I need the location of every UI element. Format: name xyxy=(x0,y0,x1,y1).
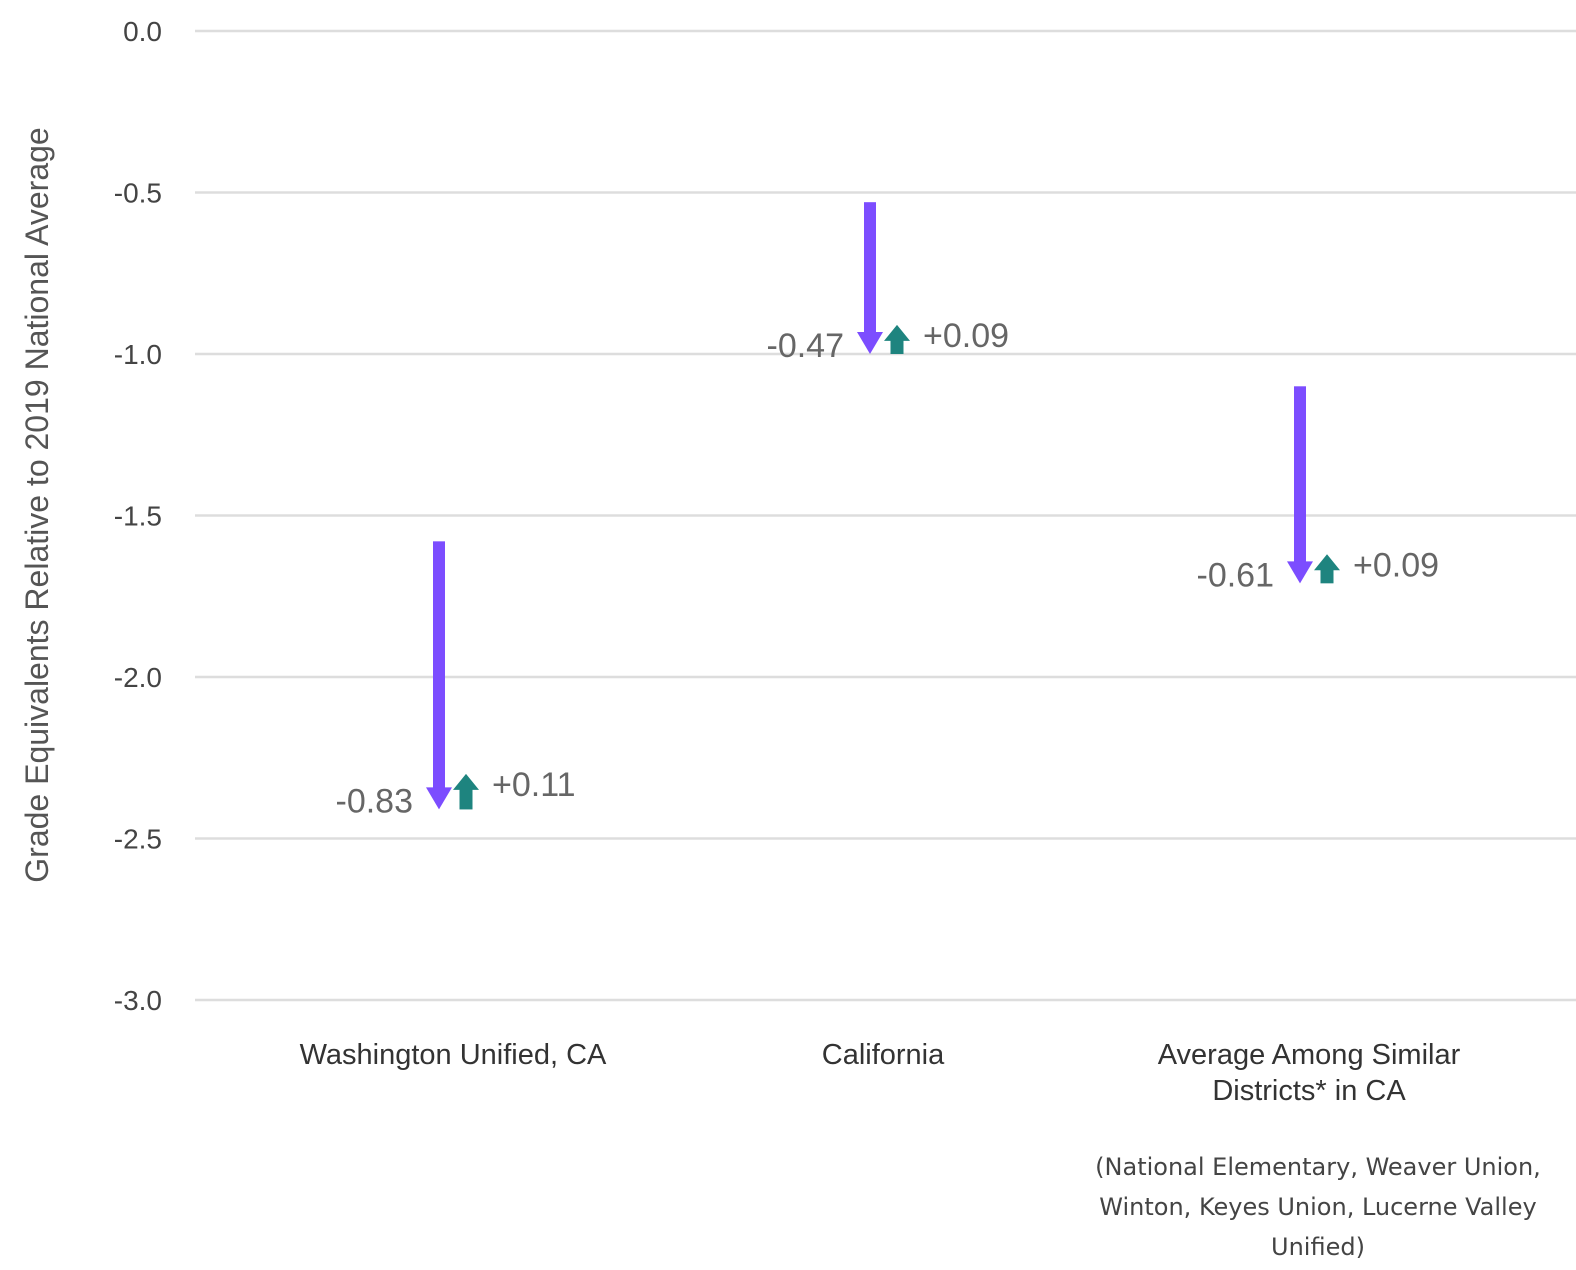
category-note: Unified) xyxy=(1271,1233,1365,1261)
recovery-value-label: +0.09 xyxy=(1353,546,1439,584)
category-label: California xyxy=(822,1039,945,1071)
recovery-arrow-shaft xyxy=(459,788,473,810)
recovery-arrow-shaft xyxy=(890,339,904,354)
y-axis-ticks: 0.0 -0.5 -1.0 -1.5 -2.0 -2.5 -3.0 xyxy=(114,16,162,1016)
y-axis-title: Grade Equivalents Relative to 2019 Natio… xyxy=(19,127,55,882)
y-tick-label: -2.5 xyxy=(114,824,162,855)
y-tick-label: -3.0 xyxy=(114,985,162,1016)
recovery-value-label: +0.11 xyxy=(492,766,576,804)
y-tick-label: -1.5 xyxy=(114,501,162,532)
decline-arrow-head xyxy=(426,787,452,810)
y-tick-label: -1.0 xyxy=(114,339,162,370)
decline-arrow-shaft xyxy=(1294,386,1306,564)
decline-arrow-shaft xyxy=(864,202,876,334)
y-tick-label: -2.0 xyxy=(114,662,162,693)
recovery-arrow-head xyxy=(884,324,910,341)
category-label: Washington Unified, CA xyxy=(300,1039,607,1071)
category-note: (National Elementary, Weaver Union, xyxy=(1095,1153,1541,1181)
recovery-value-label: +0.09 xyxy=(923,317,1009,355)
decline-arrow-head xyxy=(1287,561,1313,584)
recovery-arrow-shaft xyxy=(1320,569,1334,584)
decline-arrow-shaft xyxy=(433,541,445,790)
recovery-arrow-head xyxy=(1314,554,1340,571)
recovery-arrow-head xyxy=(453,773,479,790)
decline-value-label: -0.83 xyxy=(336,782,414,820)
decline-arrow-head xyxy=(857,332,883,354)
category-label: Average Among Similar xyxy=(1158,1039,1461,1071)
gridlines xyxy=(195,29,1576,1002)
decline-value-label: -0.61 xyxy=(1197,556,1275,594)
arrow-marks: -0.83 +0.11 -0.47 +0.09 -0.61 +0.09 xyxy=(336,202,1439,820)
category-labels: Washington Unified, CA California Average … xyxy=(300,1039,1541,1261)
category-label: Districts* in CA xyxy=(1212,1075,1406,1107)
y-tick-label: -0.5 xyxy=(114,178,162,209)
decline-value-label: -0.47 xyxy=(767,327,845,365)
category-note: Winton, Keyes Union, Lucerne Valley xyxy=(1099,1193,1536,1221)
y-tick-label: 0.0 xyxy=(123,16,162,47)
